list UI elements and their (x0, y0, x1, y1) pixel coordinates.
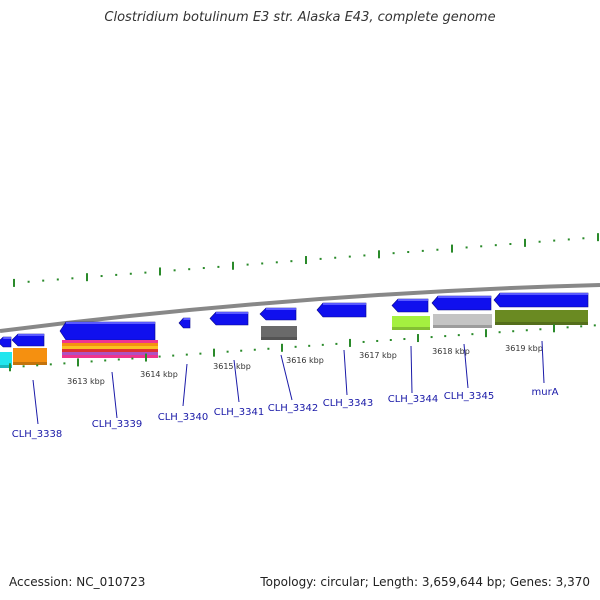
function-band (261, 326, 297, 340)
gene-label-leader (463, 343, 469, 389)
cds-arrow-highlight (500, 293, 588, 295)
function-band-stripe (62, 352, 158, 355)
cds-arrow (178, 317, 191, 329)
function-band-stripe (62, 355, 158, 358)
cds-arrow-highlight (18, 334, 44, 336)
outer-tick-ring (13, 233, 599, 287)
kbp-label: 3616 kbp (286, 356, 324, 365)
cds-arrow (431, 295, 492, 311)
function-band-shadow (13, 362, 47, 365)
gene-label: murA (531, 387, 558, 398)
function-band-shadow (0, 365, 12, 368)
gene-label-leader (541, 340, 545, 384)
gene-label: CLH_3341 (214, 407, 265, 418)
cds-arrow-highlight (398, 299, 428, 301)
cds-arrow-highlight (183, 318, 190, 320)
cds-arrow (259, 307, 297, 321)
function-band-stripe (62, 349, 158, 352)
function-band (495, 310, 588, 325)
cds-arrow (59, 321, 156, 341)
kbp-label: 3615 kbp (213, 362, 251, 371)
gene-label: CLH_3339 (92, 419, 143, 430)
cds-arrow (391, 298, 429, 313)
kbp-label: 3613 kbp (67, 377, 105, 386)
function-band (433, 314, 492, 328)
gene-label-leader (32, 379, 39, 425)
gene-arrows (0, 292, 589, 348)
gene-label-leader (111, 371, 118, 419)
cds-arrow (493, 292, 589, 308)
kbp-label: 3618 kbp (432, 347, 470, 356)
accession-text: Accession: NC_010723 (9, 575, 146, 589)
cds-arrow (0, 336, 12, 348)
genome-info: Topology: circular; Length: 3,659,644 bp… (260, 575, 590, 589)
gene-label: CLH_3345 (444, 391, 495, 402)
gene-label: CLH_3344 (388, 394, 439, 405)
kbp-labels: 3613 kbp 3614 kbp 3615 kbp 3616 kbp 3617 kbp… (67, 344, 543, 386)
function-band (13, 348, 47, 365)
cds-arrow-highlight (216, 312, 248, 314)
gene-label-leader (280, 354, 293, 401)
kbp-label: 3617 kbp (359, 351, 397, 360)
cds-arrow-highlight (438, 296, 491, 298)
gene-label: CLH_3342 (268, 403, 319, 414)
cds-arrow-highlight (266, 308, 296, 310)
cds-arrow-highlight (66, 322, 155, 324)
cds-arrow-highlight (3, 337, 12, 339)
genome-backbone (0, 283, 600, 333)
gene-label-leader (343, 349, 348, 396)
kbp-label: 3614 kbp (140, 370, 178, 379)
function-band-shadow (261, 337, 297, 340)
gene-label: CLH_3343 (323, 398, 374, 409)
function-band-stripe (62, 340, 158, 343)
inner-tick-ring (9, 324, 596, 372)
gene-labels: CLH_3338 CLH_3339 CLH_3340 CLH_3341 CLH_3342… (12, 340, 559, 440)
cds-arrow (11, 333, 45, 347)
cds-arrow (316, 302, 367, 318)
function-band-stripe (62, 346, 158, 349)
cds-arrow-highlight (323, 303, 366, 305)
gene-label: CLH_3338 (12, 429, 63, 440)
kbp-label: 3619 kbp (505, 344, 543, 353)
function-band-stripe (62, 343, 158, 346)
map-title: Clostridium botulinum E3 str. Alaska E43… (104, 10, 496, 25)
function-band (392, 316, 430, 330)
gene-label-leader (182, 363, 188, 407)
gene-function-bands (0, 310, 588, 368)
function-band-shadow (392, 327, 430, 330)
gene-label-leader (233, 359, 240, 403)
function-band-shadow (495, 322, 588, 325)
gene-label: CLH_3340 (158, 412, 209, 423)
function-band-shadow (433, 325, 492, 328)
cds-arrow (209, 311, 249, 326)
gene-label-leader (410, 345, 413, 394)
